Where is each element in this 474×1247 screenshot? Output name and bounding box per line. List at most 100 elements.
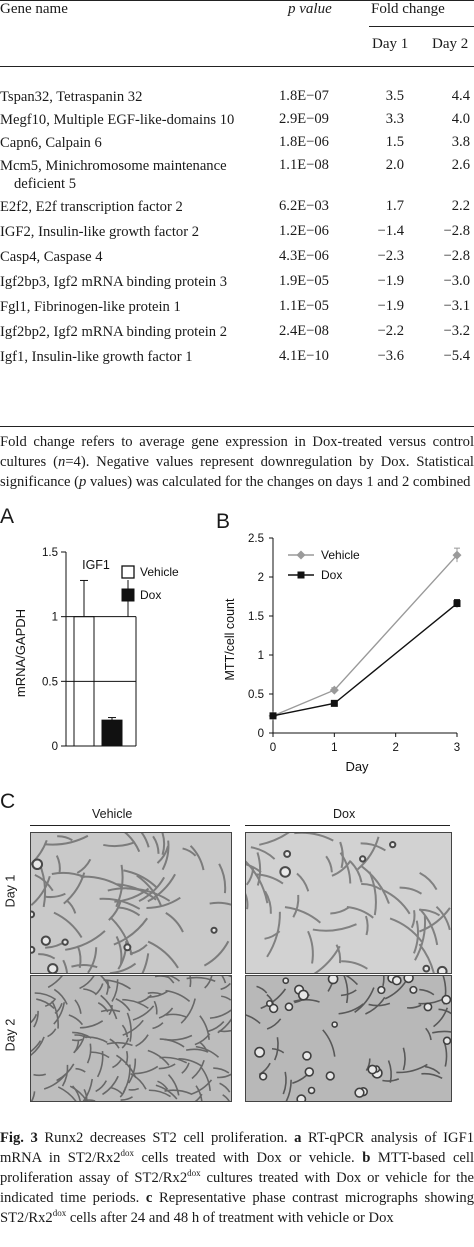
cell-shape bbox=[147, 1049, 170, 1066]
table-cell-pvalue: 1.2E−06 bbox=[279, 223, 329, 239]
y-axis-label: MTT/cell count bbox=[223, 598, 237, 680]
rounded-cell bbox=[296, 1094, 307, 1101]
table-cell-day1: −1.9 bbox=[377, 298, 404, 314]
rounded-cell bbox=[403, 976, 414, 984]
cell-shape bbox=[33, 1073, 47, 1077]
cell-shape bbox=[102, 1075, 119, 1096]
legend-label-dox: Dox bbox=[140, 588, 161, 602]
cell-shape bbox=[79, 1020, 104, 1029]
cell-shape bbox=[97, 1002, 109, 1013]
cell-shape bbox=[346, 905, 374, 919]
cell-shape bbox=[47, 976, 63, 989]
table-cell-pvalue: 4.3E−06 bbox=[279, 248, 329, 264]
table-cell-day1: −1.9 bbox=[377, 273, 404, 289]
micrograph-dox-day2 bbox=[245, 975, 452, 1102]
footnote-p: p bbox=[79, 474, 87, 490]
cell-shape bbox=[185, 1048, 209, 1053]
table-cell-pvalue: 4.1E−10 bbox=[279, 348, 329, 364]
cell-shape bbox=[190, 1079, 213, 1096]
cell-shape bbox=[165, 976, 175, 984]
cell-shape bbox=[255, 873, 284, 885]
legend-label-vehicle: Vehicle bbox=[321, 548, 360, 562]
cell-shape bbox=[410, 910, 416, 929]
rounded-cell bbox=[354, 1087, 365, 1098]
x-tick-label: 2 bbox=[392, 742, 398, 754]
cell-shape bbox=[165, 989, 191, 1002]
cell-shape bbox=[62, 959, 69, 973]
cell-shape bbox=[246, 1014, 261, 1025]
cell-shape bbox=[31, 1014, 38, 1024]
cell-shape bbox=[115, 997, 131, 1012]
footnote-text-2: =4). Negative values represent downregul… bbox=[0, 454, 474, 490]
cell-shape bbox=[109, 962, 137, 973]
caption-label: Fig. 3 bbox=[0, 1130, 38, 1146]
micrograph-vehicle-day1 bbox=[30, 832, 232, 974]
cell-shape bbox=[44, 892, 66, 899]
cell-shape bbox=[122, 998, 149, 1009]
cell-shape bbox=[111, 979, 119, 1002]
cell-shape bbox=[61, 1064, 69, 1087]
rounded-cell bbox=[297, 989, 309, 1001]
cell-shape bbox=[164, 1089, 192, 1095]
cell-shape bbox=[330, 906, 350, 915]
cell-shape bbox=[250, 846, 276, 860]
table-cell-day2: −3.2 bbox=[443, 323, 470, 339]
cell-shape bbox=[47, 1028, 57, 1038]
cell-shape bbox=[256, 985, 268, 994]
cell-shape bbox=[121, 1037, 130, 1049]
cell-shape bbox=[76, 858, 92, 874]
rounded-cell bbox=[31, 910, 36, 919]
cell-shape bbox=[114, 887, 150, 903]
cell-shape bbox=[293, 998, 320, 1003]
cell-shape bbox=[141, 953, 150, 973]
rounded-cell bbox=[279, 866, 292, 878]
cell-shape bbox=[157, 1080, 169, 1090]
caption-text: Representative phase contrast micrograph… bbox=[0, 1190, 474, 1226]
cell-shape bbox=[331, 859, 352, 877]
cell-shape bbox=[105, 979, 109, 995]
cell-shape bbox=[90, 1051, 110, 1059]
cell-shape bbox=[53, 1002, 66, 1025]
table-cell-pvalue: 6.2E−03 bbox=[279, 198, 329, 214]
cell-shape bbox=[189, 976, 192, 988]
cell-shape bbox=[84, 1099, 96, 1101]
cell-shape bbox=[87, 947, 98, 973]
header-gene: Gene name bbox=[0, 1, 68, 17]
data-point-dox bbox=[330, 699, 338, 707]
rounded-cell bbox=[258, 1072, 268, 1081]
cell-shape bbox=[419, 988, 435, 996]
rounded-cell bbox=[389, 841, 397, 849]
caption-text: cells after 24 and 48 h of treatment wit… bbox=[66, 1210, 394, 1226]
cell-shape bbox=[195, 1045, 220, 1058]
cell-shape bbox=[128, 1087, 140, 1091]
cell-shape bbox=[219, 1082, 231, 1093]
cell-shape bbox=[435, 905, 451, 931]
rounded-cell bbox=[47, 963, 59, 973]
cell-shape bbox=[83, 988, 97, 995]
rounded-cell bbox=[422, 964, 431, 973]
table-cell-gene: Igf2bp2, Igf2 mRNA binding protein 2 bbox=[0, 324, 227, 340]
y-tick-label: 1 bbox=[52, 612, 58, 624]
cell-shape bbox=[200, 1066, 211, 1091]
cell-shape bbox=[433, 1007, 449, 1028]
cell-shape bbox=[389, 917, 423, 943]
cell-shape bbox=[148, 1089, 171, 1098]
y-tick-label: 0.5 bbox=[42, 676, 58, 688]
cell-shape bbox=[285, 1079, 292, 1101]
cell-shape bbox=[55, 855, 61, 874]
col-label-dox: Dox bbox=[333, 807, 356, 821]
cell-shape bbox=[382, 889, 411, 915]
table-cell-day2: −2.8 bbox=[443, 248, 470, 264]
cell-shape bbox=[368, 871, 377, 916]
cell-shape bbox=[51, 1000, 59, 1029]
cell-shape bbox=[343, 976, 349, 1004]
cell-shape bbox=[147, 991, 163, 996]
series-line-vehicle bbox=[272, 554, 458, 717]
cell-shape bbox=[135, 1034, 149, 1047]
cell-shape bbox=[218, 1029, 231, 1033]
cell-shape bbox=[357, 836, 380, 871]
table-cell-day1: −3.6 bbox=[377, 348, 404, 364]
cell-shape bbox=[152, 1022, 164, 1030]
caption-b: b bbox=[362, 1150, 371, 1166]
cell-shape bbox=[178, 1058, 203, 1067]
